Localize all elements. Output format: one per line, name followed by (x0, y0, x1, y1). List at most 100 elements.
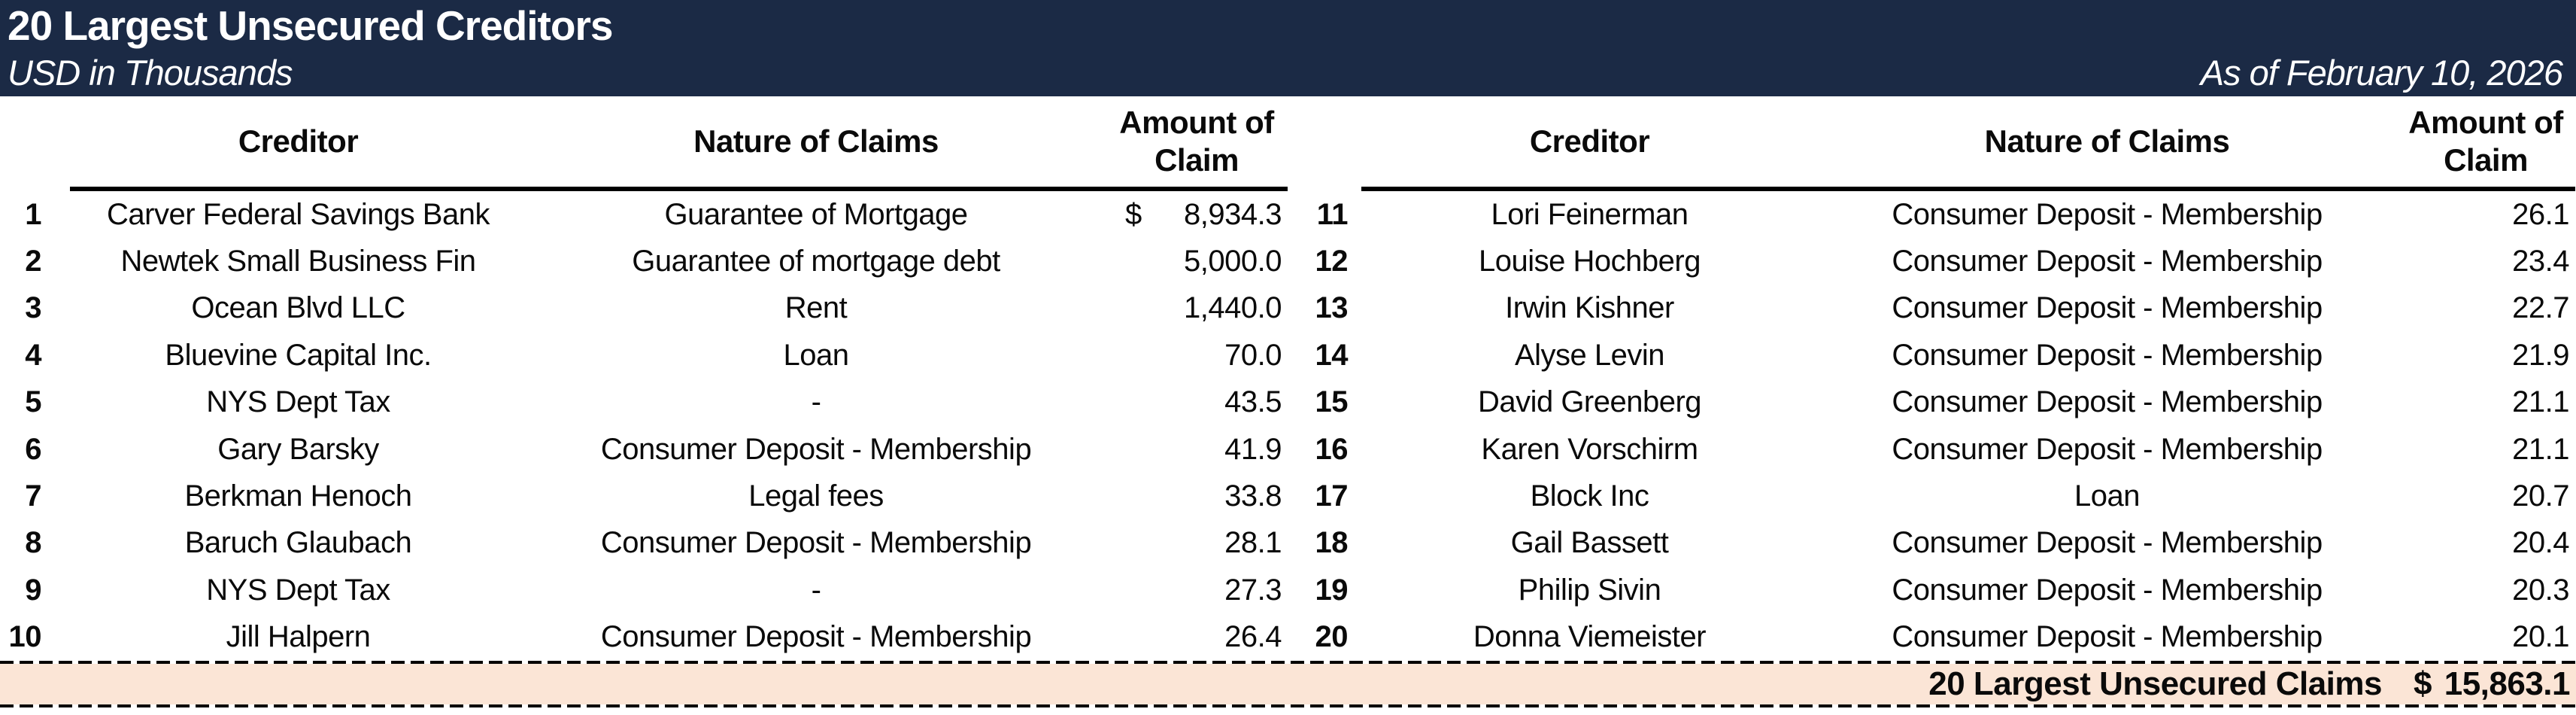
amount-cell: 70.0 (1106, 332, 1288, 379)
column-header-creditor: Creditor (70, 96, 526, 191)
total-amount-value: 15,863.1 (2444, 665, 2571, 702)
amount-cell: 20.1 (2396, 614, 2575, 661)
creditor-cell: Bluevine Capital Inc. (165, 338, 432, 372)
amount-cell: 26.1 (2396, 191, 2575, 238)
nature-cell: Consumer Deposit - Membership (1892, 432, 2323, 466)
row-number: 13 (1315, 291, 1349, 325)
creditor-cell: Philip Sivin (1518, 573, 1661, 607)
title-bar: 20 Largest Unsecured Creditors USD in Th… (0, 0, 2576, 96)
amount-value: 20.7 (2512, 479, 2569, 513)
currency-symbol: $ (1125, 197, 1142, 231)
amount-value: 26.4 (1224, 620, 1282, 654)
page-title: 20 Largest Unsecured Creditors (8, 2, 613, 49)
amount-value: 26.1 (2512, 197, 2569, 231)
amount-cell: 21.1 (2396, 426, 2575, 473)
tables-area: Creditor Nature of Claims Amount of Clai… (0, 96, 2576, 661)
nature-cell: - (811, 573, 821, 607)
row-number: 2 (25, 245, 41, 278)
amount-cell: 1,440.0 (1106, 285, 1288, 332)
header-spacer (1288, 96, 1361, 191)
nature-cell: Consumer Deposit - Membership (1892, 197, 2323, 231)
amount-cell: $8,934.3 (1106, 191, 1288, 238)
amount-value: 20.3 (2512, 573, 2569, 607)
row-number: 17 (1315, 479, 1349, 513)
as-of-date: As of February 10, 2026 (2200, 53, 2563, 93)
amount-value: 28.1 (1224, 526, 1282, 560)
column-header-nature: Nature of Claims (526, 96, 1106, 191)
page-subtitle: USD in Thousands (8, 53, 293, 93)
amount-value: 20.1 (2512, 620, 2569, 654)
row-number: 19 (1315, 573, 1349, 607)
amount-value: 41.9 (1224, 432, 1282, 466)
creditor-cell: Berkman Henoch (184, 479, 412, 513)
nature-cell: Consumer Deposit - Membership (600, 620, 1032, 654)
amount-cell: 26.4 (1106, 614, 1288, 661)
amount-value: 1,440.0 (1184, 291, 1282, 325)
header-spacer (0, 96, 70, 191)
nature-cell: Loan (783, 338, 849, 372)
total-top-dashed-border (0, 660, 2576, 664)
row-number: 5 (25, 385, 41, 419)
row-number: 1 (25, 197, 41, 231)
amount-value: 22.7 (2512, 291, 2569, 325)
creditor-cell: Baruch Glaubach (184, 526, 412, 560)
creditor-cell: Lori Feinerman (1491, 197, 1689, 231)
nature-cell: Consumer Deposit - Membership (1892, 620, 2323, 654)
creditor-cell: Irwin Kishner (1505, 291, 1674, 325)
nature-cell: Consumer Deposit - Membership (600, 432, 1032, 466)
column-header-creditor: Creditor (1361, 96, 1818, 191)
creditor-cell: NYS Dept Tax (206, 573, 390, 607)
row-number: 7 (25, 479, 41, 513)
creditor-cell: Donna Viemeister (1473, 620, 1707, 654)
row-number: 14 (1315, 338, 1349, 372)
nature-cell: Consumer Deposit - Membership (600, 526, 1032, 560)
row-number: 11 (1316, 197, 1349, 231)
amount-cell: 22.7 (2396, 285, 2575, 332)
row-number: 3 (25, 291, 41, 325)
amount-cell: 21.1 (2396, 379, 2575, 426)
amount-cell: 5,000.0 (1106, 238, 1288, 284)
amount-value: 21.1 (2512, 385, 2569, 419)
row-number: 16 (1315, 432, 1349, 466)
row-number: 18 (1315, 526, 1349, 560)
creditor-cell: Ocean Blvd LLC (191, 291, 405, 325)
nature-cell: Legal fees (748, 479, 884, 513)
total-bottom-dashed-border (0, 704, 2576, 707)
creditor-cell: NYS Dept Tax (206, 385, 390, 419)
nature-cell: Consumer Deposit - Membership (1892, 573, 2323, 607)
left-table: Creditor Nature of Claims Amount of Clai… (0, 96, 1288, 661)
amount-value: 33.8 (1224, 479, 1282, 513)
amount-value: 5,000.0 (1184, 245, 1282, 278)
amount-cell: 21.9 (2396, 332, 2575, 379)
amount-value: 21.1 (2512, 432, 2569, 466)
row-number: 6 (25, 432, 41, 466)
creditor-cell: Karen Vorschirm (1481, 432, 1698, 466)
amount-cell: 41.9 (1106, 426, 1288, 473)
nature-cell: Consumer Deposit - Membership (1892, 338, 2323, 372)
nature-cell: - (811, 385, 821, 419)
amount-value: 43.5 (1224, 385, 1282, 419)
row-number: 15 (1315, 385, 1349, 419)
nature-cell: Consumer Deposit - Membership (1892, 245, 2323, 278)
column-header-amount: Amount of Claim (2396, 96, 2575, 191)
creditor-cell: Carver Federal Savings Bank (107, 197, 490, 231)
amount-value: 8,934.3 (1184, 197, 1282, 231)
amount-cell: 23.4 (2396, 238, 2575, 284)
row-number: 12 (1315, 245, 1349, 278)
nature-cell: Consumer Deposit - Membership (1892, 526, 2323, 560)
amount-cell: 33.8 (1106, 473, 1288, 519)
amount-cell: 20.3 (2396, 567, 2575, 613)
nature-cell: Loan (2074, 479, 2140, 513)
creditor-cell: Block Inc (1530, 479, 1649, 513)
amount-cell: 27.3 (1106, 567, 1288, 613)
creditor-cell: Louise Hochberg (1479, 245, 1701, 278)
amount-cell: 20.7 (2396, 473, 2575, 519)
creditor-cell: Alyse Levin (1514, 338, 1665, 372)
total-label: 20 Largest Unsecured Claims (1928, 665, 2382, 702)
nature-cell: Consumer Deposit - Membership (1892, 291, 2323, 325)
nature-cell: Guarantee of Mortgage (664, 197, 968, 231)
nature-cell: Rent (784, 291, 848, 325)
total-currency-symbol: $ (2414, 665, 2432, 702)
creditor-cell: Jill Halpern (226, 620, 371, 654)
